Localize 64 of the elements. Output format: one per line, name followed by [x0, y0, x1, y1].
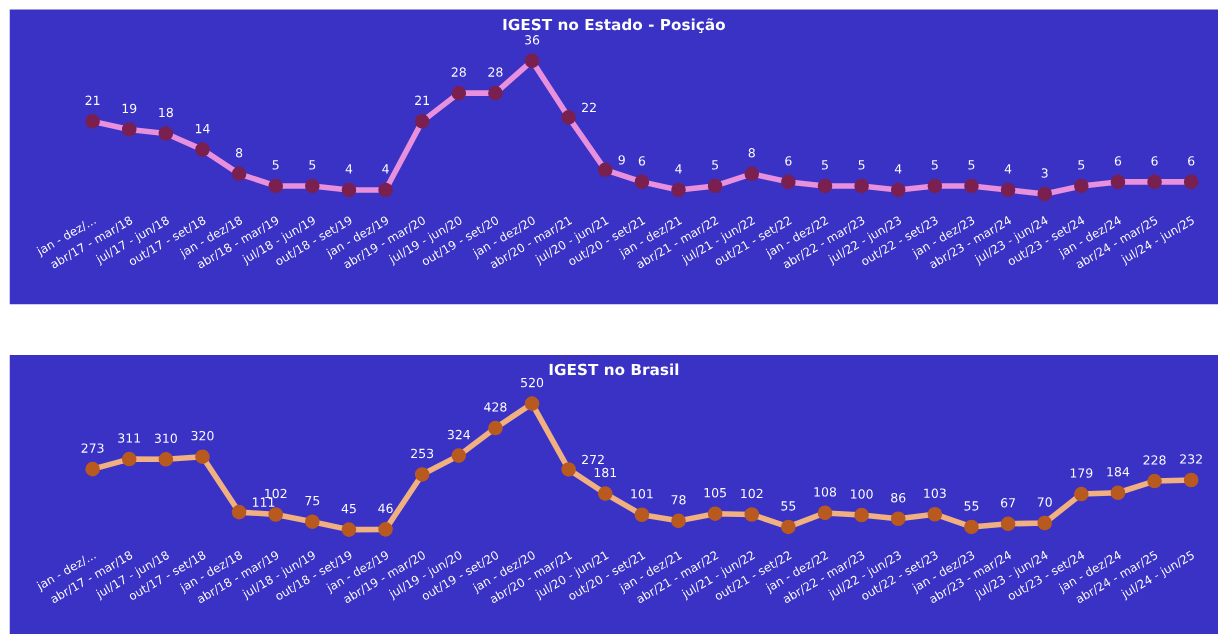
data-label: 232	[1180, 454, 1202, 464]
data-label: 5	[968, 160, 975, 170]
data-label: 86	[891, 492, 906, 503]
data-label: 5	[272, 160, 279, 170]
data-label: 67	[1001, 498, 1015, 508]
data-label: 22	[582, 102, 596, 112]
data-label: 4	[345, 164, 353, 174]
data-label: 55	[781, 501, 796, 511]
data-label: 101	[631, 489, 653, 499]
data-label: 21	[415, 95, 429, 105]
data-label: 19	[122, 103, 137, 114]
data-label: 5	[1078, 160, 1085, 170]
data-label: 181	[594, 467, 617, 478]
data-label: 324	[447, 429, 471, 440]
chart-title: IGEST no Brasil	[549, 363, 679, 376]
data-label: 28	[488, 67, 503, 77]
data-label: 111	[252, 497, 275, 507]
data-label: 55	[964, 501, 979, 511]
data-label: 75	[305, 496, 320, 506]
data-label: 46	[378, 503, 393, 514]
data-label: 78	[671, 495, 686, 505]
data-label: 311	[118, 433, 141, 443]
data-label: 184	[1107, 466, 1130, 477]
data-label: 310	[154, 433, 177, 444]
data-label: 228	[1143, 455, 1166, 465]
data-label: 102	[265, 488, 287, 499]
data-label: 102	[741, 488, 763, 499]
data-label: 273	[81, 443, 104, 453]
data-label: 428	[484, 402, 507, 412]
data-label: 4	[1004, 164, 1012, 174]
data-label: 70	[1037, 497, 1052, 507]
data-label: 4	[675, 164, 682, 174]
data-label: 105	[704, 487, 726, 498]
data-label: 14	[195, 124, 210, 134]
data-label: 4	[382, 164, 389, 174]
data-label: 6	[1114, 156, 1122, 166]
data-label: 4	[894, 164, 902, 174]
data-label: 520	[521, 377, 544, 388]
data-label: 179	[1070, 468, 1093, 478]
data-label: 28	[451, 67, 466, 77]
data-label: 21	[85, 95, 100, 105]
data-label: 6	[638, 156, 646, 166]
data-label: 36	[525, 35, 540, 45]
data-label: 6	[1151, 156, 1158, 166]
data-label: 108	[814, 487, 837, 497]
data-label: 5	[712, 160, 719, 170]
data-label: 8	[235, 148, 243, 158]
data-label: 5	[858, 160, 865, 170]
data-label: 5	[821, 160, 828, 170]
data-label: 320	[191, 430, 214, 441]
data-label: 6	[785, 156, 792, 166]
data-label: 5	[931, 160, 938, 170]
data-label: 6	[1188, 156, 1195, 166]
data-label: 100	[851, 489, 873, 499]
chart-title: IGEST no Estado - Posição	[503, 18, 725, 34]
data-label: 9	[618, 155, 625, 165]
data-label: 18	[159, 107, 173, 118]
data-label: 272	[582, 454, 604, 465]
data-label: 8	[748, 148, 755, 158]
data-label: 5	[309, 160, 316, 170]
data-label: 3	[1041, 168, 1048, 178]
data-label: 45	[341, 504, 356, 514]
data-label: 103	[924, 488, 946, 498]
data-label: 253	[411, 448, 434, 459]
